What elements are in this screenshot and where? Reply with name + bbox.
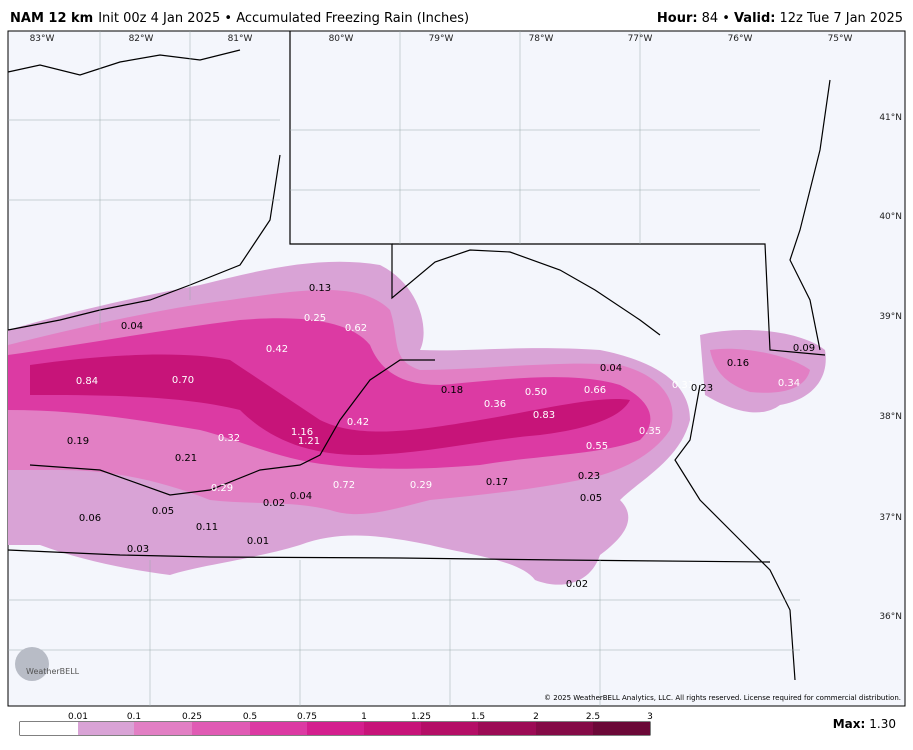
max-number: 1.30 [869,717,896,731]
amount-label: 0.50 [525,387,547,398]
amount-label: 1.21 [298,436,320,447]
amount-label: 0.35 [639,426,661,437]
contour-0-1 [710,348,810,393]
legend-tick-label: 1.5 [471,712,485,722]
amount-label: 0.03 [127,544,149,555]
colorbar-swatch [134,722,192,735]
latitude-label: 38°N [879,412,902,422]
header-right: Hour: 84 • Valid: 12z Tue 7 Jan 2025 [657,11,903,26]
legend-tick-label: 1.25 [411,712,431,722]
colorbar-swatch [478,722,536,735]
amount-label: 0.21 [175,453,197,464]
amount-label: 0.42 [347,417,369,428]
colorbar-swatch [78,722,134,735]
colorbar-swatch [364,722,421,735]
amount-label: 0.42 [266,344,288,355]
max-label: Max: [833,717,866,731]
amount-label: 0.19 [67,436,89,447]
county-lines [8,31,800,706]
amount-label: 0.62 [345,323,367,334]
amount-label: 0.06 [79,513,101,524]
amount-label: 0.23 [578,471,600,482]
amount-label: 0.05 [580,493,602,504]
legend-tick-label: 0.25 [182,712,202,722]
amount-label: 0.02 [566,579,588,590]
colorbar-swatch [192,722,250,735]
valid-label: Valid: [734,11,776,26]
hour-value: 84 • [702,11,730,26]
copyright: © 2025 WeatherBELL Analytics, LLC. All r… [544,694,901,702]
colorbar-swatch [307,722,364,735]
amount-label: 0.02 [263,498,285,509]
longitude-label: 76°W [728,34,753,44]
legend-tick-label: 1 [361,712,367,722]
amount-label: 0.31 [672,380,694,391]
amount-label: 0.04 [290,491,312,502]
longitude-label: 82°W [129,34,154,44]
state-borders [7,31,831,681]
amount-label: 0.66 [584,385,606,396]
amount-label: 0.36 [484,399,506,410]
colorbar-swatch [593,722,650,735]
amount-label: 0.84 [76,376,98,387]
amount-label: 0.13 [309,283,331,294]
amount-label: 0.23 [691,383,713,394]
amount-label: 0.09 [793,343,815,354]
logo: WeatherBELL [15,647,80,681]
longitude-label: 81°W [228,34,253,44]
amount-label: 1.16 [291,427,313,438]
amount-label: 0.16 [727,358,749,369]
longitude-label: 78°W [529,34,554,44]
latitude-label: 37°N [879,513,902,523]
latitude-label: 41°N [879,113,902,123]
legend-tick-label: 2.5 [586,712,600,722]
amount-label: 0.34 [778,378,800,389]
model-name: NAM 12 km [10,11,93,26]
colorbar-swatch [250,722,307,735]
amount-label: 0.11 [196,522,218,533]
amount-label: 0.55 [586,441,608,452]
freezing-rain-field [8,261,826,585]
legend-tick-label: 3 [647,712,653,722]
logo-text: WeatherBELL [26,667,80,676]
amount-label: 0.04 [600,363,622,374]
amount-label: 0.04 [121,321,143,332]
amount-label: 0.70 [172,375,194,386]
amount-label: 0.32 [218,433,240,444]
amount-label: 0.25 [304,313,326,324]
legend-tick-label: 0.75 [297,712,317,722]
latitude-label: 36°N [879,612,902,622]
header-left: NAM 12 km Init 00z 4 Jan 2025 • Accumulat… [10,11,469,26]
amount-label: 0.29 [410,480,432,491]
hour-label: Hour: [657,11,698,26]
colorbar-swatch [421,722,478,735]
amount-label: 0.17 [486,477,508,488]
latitude-label: 40°N [879,212,902,222]
legend-tick-label: 0.5 [243,712,257,722]
colorbar-swatch [20,722,78,735]
logo-globe [15,647,49,681]
longitude-label: 77°W [628,34,653,44]
latitude-label: 39°N [879,312,902,322]
amount-label: 0.05 [152,506,174,517]
longitude-label: 83°W [30,34,55,44]
longitude-label: 75°W [828,34,853,44]
colorbar-swatch [536,722,593,735]
legend-tick-label: 2 [533,712,539,722]
amount-label: 0.01 [247,536,269,547]
max-value: Max: 1.30 [833,717,896,731]
amount-label: 0.29 [211,483,233,494]
legend-tick-label: 0.01 [68,712,88,722]
legend-tick-label: 0.1 [127,712,141,722]
contour-1 [30,354,630,455]
valid-value: 12z Tue 7 Jan 2025 [780,11,904,26]
longitude-label: 79°W [429,34,454,44]
run-description: Init 00z 4 Jan 2025 • Accumulated Freezi… [98,11,469,26]
longitude-label: 80°W [329,34,354,44]
amount-label: 0.18 [441,385,463,396]
amount-label: 0.72 [333,480,355,491]
amount-label: 0.83 [533,410,555,421]
